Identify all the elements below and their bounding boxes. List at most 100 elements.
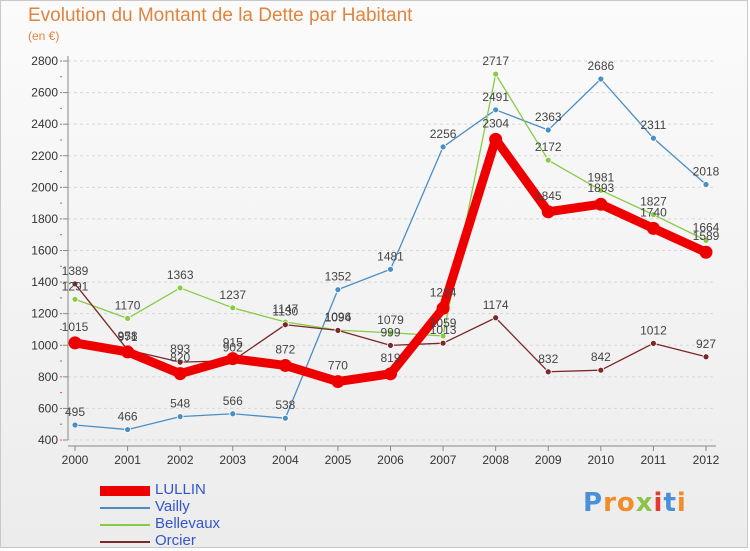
data-label-orcier: 1012: [640, 323, 667, 337]
x-tick-label: 2008: [482, 453, 509, 467]
data-point-bellevaux: [492, 70, 500, 78]
data-label-orcier: 842: [591, 350, 611, 364]
legend-swatch: [100, 486, 150, 496]
data-label-lullin: 1589: [693, 229, 720, 243]
logo-letter: P: [583, 488, 604, 518]
data-point-vailly: [176, 413, 184, 421]
data-label-vailly: 2363: [535, 110, 562, 124]
logo-letter: r: [603, 488, 617, 518]
data-label-lullin: 770: [328, 359, 348, 373]
data-label-orcier: 927: [696, 337, 716, 351]
x-tick-label: 2000: [62, 453, 89, 467]
logo-letter: t: [663, 488, 677, 518]
x-tick-label: 2011: [641, 453, 667, 467]
data-point-bellevaux: [597, 186, 605, 194]
data-point-lullin: [68, 336, 82, 350]
data-point-bellevaux: [229, 304, 237, 312]
data-label-lullin: 1740: [640, 205, 667, 219]
chart-subtitle: (en €): [28, 29, 60, 43]
data-point-bellevaux: [176, 284, 184, 292]
data-point-orcier: [439, 339, 447, 347]
data-label-bellevaux: 1363: [167, 268, 194, 282]
x-tick-label: 2002: [167, 453, 194, 467]
data-label-bellevaux: 2172: [535, 140, 562, 154]
data-label-bellevaux: 1981: [587, 170, 614, 184]
data-label-vailly: 566: [223, 394, 243, 408]
data-label-orcier: 1013: [430, 323, 457, 337]
data-point-bellevaux: [544, 156, 552, 164]
data-label-lullin: 915: [223, 336, 243, 350]
data-point-orcier: [597, 366, 605, 374]
data-label-orcier: 893: [170, 342, 190, 356]
legend-swatch: [100, 507, 150, 509]
y-tick-label: 1200: [31, 307, 58, 321]
data-label-bellevaux: 1237: [219, 288, 246, 302]
data-label-orcier: 1130: [272, 305, 298, 319]
data-point-vailly: [544, 126, 552, 134]
data-label-orcier: 902: [223, 341, 243, 355]
logo-letter: i: [653, 488, 664, 518]
data-point-bellevaux: [387, 329, 394, 337]
data-point-orcier: [544, 368, 552, 376]
data-label-bellevaux: 1827: [640, 195, 667, 209]
axes: [60, 56, 716, 451]
data-label-lullin: 958: [118, 329, 138, 343]
line-chart: 400 600 800 1000 1200 1400 1600 1800 2000 2200 240…: [31, 54, 720, 467]
data-label-bellevaux: 1096: [325, 310, 352, 324]
data-label-lullin: 1234: [430, 285, 457, 299]
data-point-vailly: [124, 426, 131, 433]
data-point-vailly: [229, 410, 237, 418]
x-tick-label: 2004: [272, 453, 299, 467]
data-label-bellevaux: 1147: [272, 302, 298, 316]
data-label-bellevaux: 2717: [482, 54, 509, 68]
data-label-vailly: 2311: [641, 118, 667, 132]
logo-letter: x: [635, 488, 654, 518]
data-point-lullin: [384, 367, 397, 381]
data-label-lullin: 872: [275, 342, 295, 356]
logo-letter: o: [616, 488, 636, 518]
y-tick-label: 1600: [31, 244, 58, 258]
data-label-orcier: 971: [118, 330, 138, 344]
data-label-orcier: 832: [538, 352, 558, 366]
data-point-orcier: [281, 321, 289, 329]
y-tick-label: 2600: [31, 86, 58, 100]
data-point-bellevaux: [650, 211, 657, 219]
x-tick-label: 2010: [587, 453, 614, 467]
y-tick-label: 1800: [31, 212, 58, 226]
data-label-lullin: 820: [170, 351, 190, 365]
data-label-bellevaux: 1291: [62, 279, 89, 293]
data-point-vailly: [281, 414, 289, 422]
y-tick-label: 2000: [31, 180, 58, 194]
data-point-vailly: [334, 286, 342, 294]
y-tick-label: 400: [38, 433, 58, 447]
data-point-orcier: [334, 327, 342, 334]
data-point-vailly: [71, 421, 79, 429]
data-point-lullin: [646, 221, 660, 235]
data-label-vailly: 495: [65, 405, 85, 419]
data-point-lullin: [699, 245, 713, 259]
data-point-orcier: [387, 342, 394, 349]
data-point-vailly: [650, 134, 657, 142]
logo-letter: i: [676, 488, 687, 518]
data-label-lullin: 1893: [587, 181, 614, 195]
data-point-lullin: [226, 352, 240, 366]
legend-swatch: [100, 541, 150, 543]
data-label-bellevaux: 1664: [693, 220, 720, 234]
legend-swatch: [100, 524, 150, 526]
data-point-vailly: [439, 143, 447, 151]
data-label-bellevaux: 1059: [430, 316, 457, 330]
chart-title: Evolution du Montant de la Dette par Hab…: [28, 5, 413, 26]
x-tick-label: 2006: [377, 453, 404, 467]
data-label-bellevaux: 1170: [115, 298, 141, 312]
legend-label: Vailly: [155, 498, 190, 515]
data-label-vailly: 2018: [693, 164, 720, 178]
data-point-lullin: [594, 197, 608, 211]
data-label-vailly: 466: [118, 410, 138, 424]
data-point-lullin: [331, 375, 345, 389]
y-tick-label: 2800: [31, 54, 58, 68]
data-point-bellevaux: [439, 332, 447, 340]
data-label-lullin: 1845: [535, 189, 562, 203]
y-tick-label: 2400: [31, 117, 58, 131]
data-label-vailly: 2256: [430, 127, 457, 141]
